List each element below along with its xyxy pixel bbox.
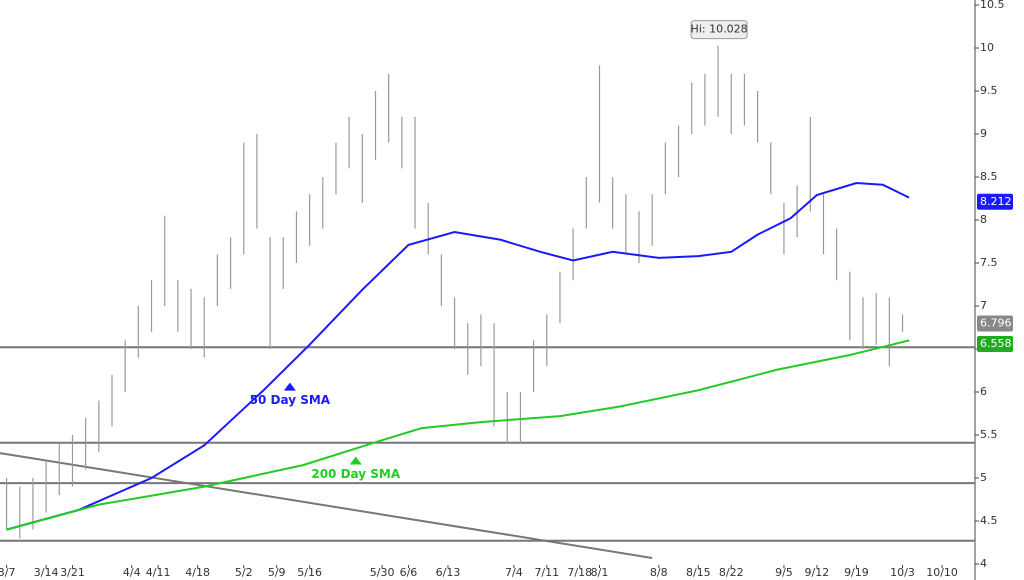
x-tick-label: 5/2 — [235, 566, 253, 579]
x-tick-label: 9/19 — [844, 566, 869, 579]
x-tick-label: 7/4 — [505, 566, 523, 579]
sma-line — [6, 339, 910, 531]
high-label-box — [690, 20, 748, 40]
x-tick-label: 7/18 — [567, 566, 592, 579]
x-tick-label: 3/21 — [60, 566, 85, 579]
sma-line — [6, 182, 910, 531]
x-tick-label: 8/15 — [686, 566, 711, 579]
y-tick-label: 8.5 — [980, 170, 998, 183]
x-tick-label: 3/14 — [34, 566, 59, 579]
y-tick-label: 4 — [980, 557, 987, 570]
y-tick-label: 4.5 — [980, 514, 998, 527]
y-tick-label: 6 — [980, 385, 987, 398]
x-tick-label: 6/6 — [400, 566, 418, 579]
end-label-box — [977, 315, 1013, 332]
end-label: 6.796 — [980, 317, 1012, 330]
x-tick-label: 8/1 — [591, 566, 609, 579]
x-tick-label: 7/11 — [534, 566, 559, 579]
y-tick-label: 9.5 — [980, 84, 998, 97]
y-tick-label: 10.5 — [980, 0, 1005, 11]
sma-marker — [349, 456, 362, 465]
sma-label: 50 Day SMA — [250, 393, 331, 407]
x-tick-label: 10/3 — [890, 566, 915, 579]
y-tick-label: 5.5 — [980, 428, 998, 441]
x-tick-label: 4/18 — [185, 566, 210, 579]
y-tick-label: 9 — [980, 127, 987, 140]
end-label-box — [977, 336, 1013, 353]
y-tick-label: 7 — [980, 299, 987, 312]
y-tick-label: 10 — [980, 41, 994, 54]
y-tick-label: 5 — [980, 471, 987, 484]
x-tick-label: 3/7 — [0, 566, 15, 579]
x-tick-label: 6/13 — [436, 566, 461, 579]
x-tick-label: 8/8 — [650, 566, 668, 579]
x-tick-label: 9/5 — [775, 566, 793, 579]
end-label: 6.558 — [980, 337, 1012, 350]
sma-label: 200 Day SMA — [311, 467, 401, 481]
end-label: 8.212 — [980, 195, 1012, 208]
sma-marker — [283, 382, 296, 391]
x-tick-label: 4/11 — [146, 566, 171, 579]
x-tick-label: 4/4 — [123, 566, 141, 579]
end-label-box — [977, 193, 1013, 210]
y-tick-label: 8 — [980, 213, 987, 226]
x-tick-label: 8/22 — [719, 566, 744, 579]
trend-line — [0, 452, 653, 559]
x-tick-label: 5/16 — [297, 566, 322, 579]
x-tick-label: 5/9 — [268, 566, 286, 579]
x-tick-label: 9/12 — [805, 566, 830, 579]
high-label: Hi: 10.028 — [691, 23, 748, 36]
y-tick-label: 7.5 — [980, 256, 998, 269]
x-tick-label: 10/10 — [926, 566, 958, 579]
x-tick-label: 5/30 — [370, 566, 395, 579]
